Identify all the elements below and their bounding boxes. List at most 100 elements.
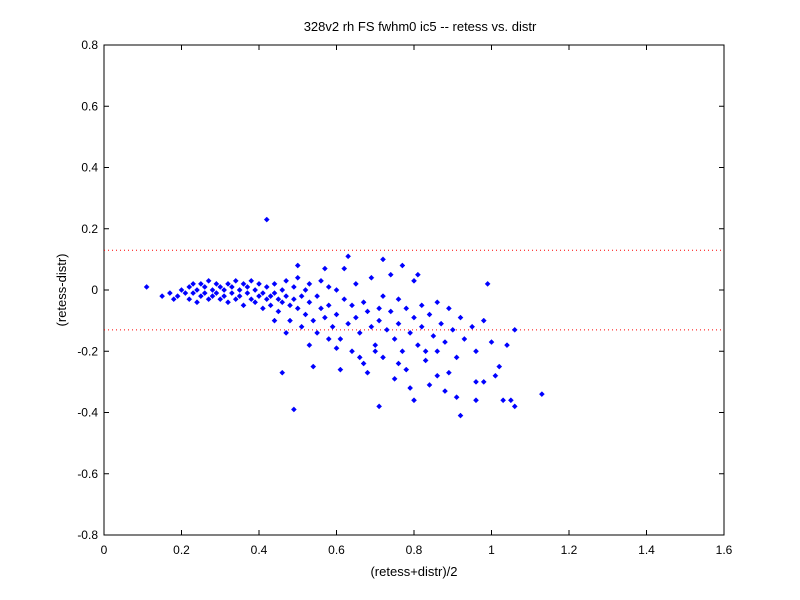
data-point [341, 265, 348, 272]
data-point [496, 363, 503, 370]
data-point [511, 326, 518, 333]
data-point [329, 323, 336, 330]
data-point [166, 290, 173, 296]
data-point [201, 290, 208, 296]
data-point [341, 296, 348, 303]
reference-lines [104, 249, 724, 331]
data-point [306, 280, 313, 287]
data-point [411, 397, 417, 404]
data-point [197, 280, 204, 287]
data-point [337, 336, 344, 342]
data-point [395, 296, 402, 303]
data-point [426, 311, 433, 318]
data-point [225, 280, 231, 287]
data-point [449, 326, 456, 333]
data-point [228, 290, 235, 296]
data-point [221, 293, 228, 300]
data-point [287, 302, 293, 309]
data-point [186, 296, 193, 303]
data-point [395, 360, 402, 367]
data-point [368, 323, 375, 330]
data-point [364, 308, 371, 315]
data-point [256, 293, 262, 300]
data-point [360, 360, 367, 367]
chart-title: 328v2 rh FS fwhm0 ic5 -- retess vs. dist… [304, 19, 537, 34]
data-point [225, 299, 231, 306]
x-tick-label: 1.4 [638, 543, 655, 557]
axes-box [103, 44, 725, 536]
x-tick-label: 0 [101, 543, 108, 557]
data-point [430, 333, 437, 339]
data-point [411, 314, 417, 321]
data-point [352, 280, 359, 287]
data-point [159, 293, 166, 300]
data-point [194, 299, 200, 306]
data-point [209, 287, 216, 293]
y-tick-label: 0.4 [81, 161, 98, 175]
data-point [414, 271, 421, 278]
data-point [298, 293, 305, 300]
x-tick-label: 0.2 [173, 543, 190, 557]
data-point [248, 296, 255, 303]
data-point [318, 277, 324, 284]
data-point [306, 299, 313, 306]
y-tick-label: 0.6 [81, 99, 98, 113]
x-tick-label: 0.4 [251, 543, 268, 557]
data-point [209, 293, 216, 300]
data-point [279, 369, 286, 376]
data-point [263, 296, 270, 303]
data-point [376, 305, 383, 312]
data-point [368, 274, 375, 281]
data-point [395, 320, 402, 327]
data-point [445, 369, 452, 376]
data-point [263, 284, 270, 290]
data-point [213, 280, 220, 287]
data-point [325, 336, 332, 342]
data-point [391, 336, 398, 342]
y-axis-ticks: 0.8 0.6 0.4 0.2 0 -0.2 -0.4 -0.6 -0.8 [77, 38, 724, 542]
data-point [500, 397, 507, 404]
data-point [248, 277, 255, 284]
x-tick-label: 0.6 [328, 543, 345, 557]
x-axis-label: (retess+distr)/2 [370, 564, 457, 579]
data-point [469, 323, 476, 330]
y-tick-label: -0.6 [77, 467, 98, 481]
data-point [372, 348, 379, 355]
data-point [271, 317, 278, 324]
data-point [511, 403, 518, 410]
data-point [310, 363, 317, 370]
data-point [480, 378, 487, 385]
data-point [403, 366, 410, 373]
data-point [275, 308, 282, 315]
data-point [283, 329, 290, 336]
data-point [298, 323, 305, 330]
y-tick-label: -0.4 [77, 406, 98, 420]
data-point [201, 284, 208, 290]
data-point [244, 284, 251, 290]
data-point [287, 317, 293, 324]
data-point [333, 311, 340, 318]
data-point [294, 274, 301, 281]
data-point [271, 290, 278, 296]
data-point [434, 372, 441, 379]
data-point [345, 253, 352, 260]
x-tick-label: 1 [488, 543, 495, 557]
data-point [399, 348, 406, 355]
data-point [418, 323, 425, 330]
data-point [190, 280, 197, 287]
data-point [407, 329, 414, 336]
data-point [263, 216, 270, 223]
data-point [190, 290, 197, 296]
data-point [434, 348, 441, 355]
data-point [333, 345, 340, 352]
data-point [445, 305, 452, 312]
data-point [279, 287, 286, 293]
data-point [480, 317, 487, 324]
data-point [349, 348, 355, 355]
data-point [283, 293, 290, 300]
data-point [236, 293, 243, 300]
y-tick-label: 0 [91, 283, 98, 297]
data-point [240, 280, 247, 287]
data-point [213, 290, 220, 296]
data-point [170, 296, 177, 303]
